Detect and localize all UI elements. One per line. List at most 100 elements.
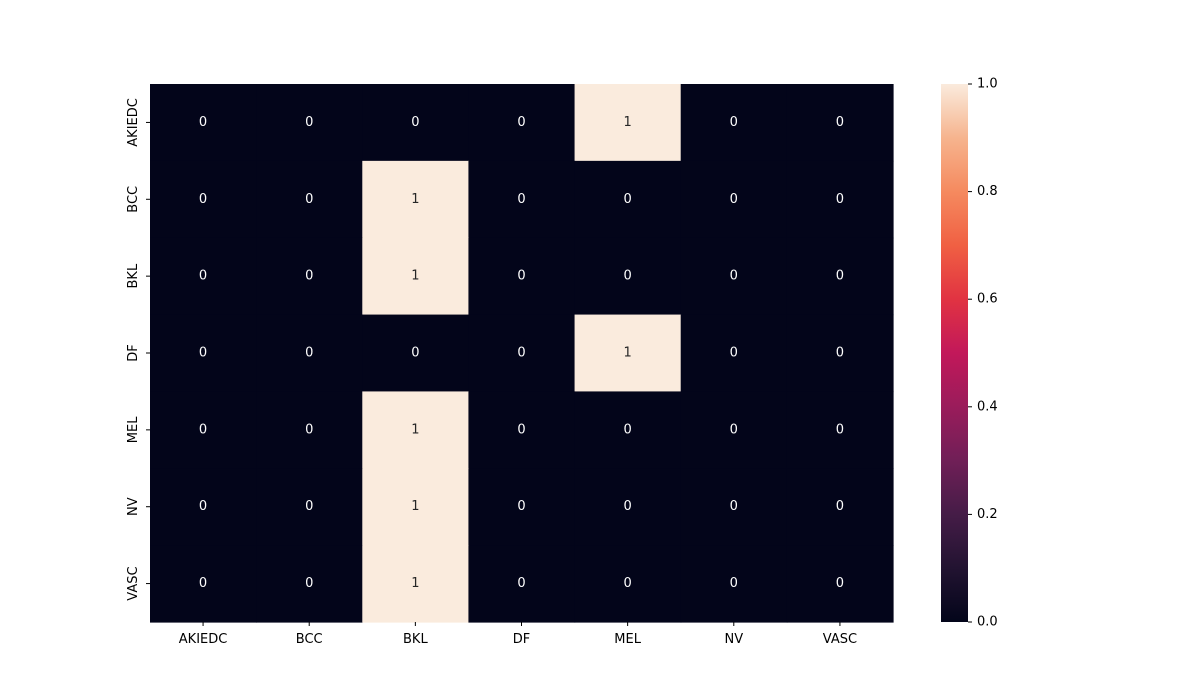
heatmap-cell (574, 237, 682, 316)
cell-value-label: 0 (730, 346, 738, 361)
heatmap-cell (680, 391, 788, 469)
cell-value-label: 0 (623, 576, 631, 591)
heatmap-cell (362, 314, 470, 393)
heatmap-cell (574, 160, 682, 239)
cell-value-label: 0 (730, 269, 738, 284)
cell-value-label: 0 (623, 499, 631, 514)
heatmap-cell (256, 391, 363, 469)
cell-value-label: 0 (730, 192, 738, 207)
heatmap-cell (680, 160, 788, 239)
x-axis: AKIEDC BCC BKL DF MEL NV VASC (179, 622, 857, 647)
cell-value-label: 1 (411, 422, 419, 437)
heatmap-cell (150, 237, 257, 316)
heatmap-cell (256, 160, 363, 239)
y-tick-label: NV (126, 497, 141, 516)
x-tick-label: VASC (823, 632, 857, 647)
heatmap-cell (786, 237, 894, 316)
cell-value-label: 0 (199, 422, 207, 437)
heatmap-cell (574, 314, 682, 393)
heatmap-cell (256, 84, 363, 162)
cell-value-label: 0 (730, 499, 738, 514)
cell-value-label: 0 (836, 346, 844, 361)
heatmap-cell (362, 84, 470, 162)
cell-value-label: 0 (199, 576, 207, 591)
heatmap-cell (574, 468, 682, 546)
cell-value-label: 0 (730, 576, 738, 591)
cell-value-label: 0 (305, 192, 313, 207)
cell-value-label: 0 (411, 346, 419, 361)
cell-value-label: 0 (305, 576, 313, 591)
y-tick-label: AKIEDC (126, 98, 141, 147)
cell-value-label: 0 (305, 422, 313, 437)
cell-value-label: 0 (517, 192, 525, 207)
cell-value-label: 0 (199, 269, 207, 284)
x-tick-label: MEL (614, 632, 641, 647)
cell-value-label: 0 (199, 499, 207, 514)
heatmap-cell (468, 237, 576, 316)
cell-value-label: 0 (305, 269, 313, 284)
x-tick-label: DF (513, 632, 531, 647)
heatmap-cell (150, 545, 257, 623)
heatmap-cell (574, 545, 682, 623)
colorbar-tick-label: 0.2 (977, 507, 998, 522)
cell-value-label: 0 (305, 499, 313, 514)
x-tick-label: AKIEDC (179, 632, 228, 647)
cell-value-label: 0 (730, 422, 738, 437)
heatmap-cell (362, 237, 470, 316)
cell-value-label: 0 (623, 192, 631, 207)
cell-labels: 0 0 0 0 1 0 0 0 0 1 0 0 0 0 0 0 1 0 0 0 0 0 0 0 0 1 0 0 0 0 1 0 0 0 0 0 0 1 0 0… (199, 115, 844, 591)
cell-value-label: 0 (836, 499, 844, 514)
cell-value-label: 0 (836, 192, 844, 207)
heatmap-cell (468, 545, 576, 623)
cell-value-label: 0 (730, 115, 738, 130)
colorbar-gradient (941, 84, 968, 622)
heatmap-cell (680, 84, 788, 162)
cell-value-label: 0 (517, 499, 525, 514)
cell-value-label: 1 (411, 192, 419, 207)
heatmap-cell (574, 391, 682, 469)
cell-value-label: 1 (411, 499, 419, 514)
heatmap-cell (786, 545, 894, 623)
heatmap-cell (786, 391, 894, 469)
cell-value-label: 0 (199, 346, 207, 361)
colorbar-tick-label: 0.0 (977, 615, 998, 630)
cell-value-label: 0 (305, 115, 313, 130)
heatmap-cell (786, 314, 894, 393)
x-tick-label: BKL (403, 632, 428, 647)
heatmap-cell (256, 545, 363, 623)
x-tick-label: BCC (296, 632, 323, 647)
colorbar-tick-label: 0.6 (977, 292, 998, 307)
cell-value-label: 0 (517, 269, 525, 284)
heatmap-cell (362, 545, 470, 623)
heatmap-cell (150, 314, 257, 393)
y-tick-label: BCC (126, 186, 141, 213)
cell-value-label: 0 (836, 269, 844, 284)
cell-value-label: 1 (623, 346, 631, 361)
heatmap-cell (468, 160, 576, 239)
heatmap-cell (680, 468, 788, 546)
heatmap-cell (786, 468, 894, 546)
heatmap-cell (150, 160, 257, 239)
heatmap-cell (362, 468, 470, 546)
heatmap-cell (468, 468, 576, 546)
cell-value-label: 0 (517, 576, 525, 591)
heatmap-cell (150, 468, 257, 546)
colorbar-tick-label: 0.4 (977, 399, 998, 414)
cell-value-label: 0 (836, 422, 844, 437)
cell-value-label: 0 (836, 115, 844, 130)
cell-value-label: 0 (836, 576, 844, 591)
heatmap-cell (680, 314, 788, 393)
cell-value-label: 1 (411, 576, 419, 591)
cell-value-label: 0 (199, 192, 207, 207)
heatmap-cell (680, 237, 788, 316)
cell-value-label: 0 (623, 422, 631, 437)
heatmap-cell (150, 391, 257, 469)
cell-value-label: 1 (623, 115, 631, 130)
heatmap-cell (680, 545, 788, 623)
heatmap-cell (468, 314, 576, 393)
y-tick-label: DF (126, 344, 141, 362)
heatmap-cell (574, 84, 682, 162)
cell-value-label: 0 (623, 269, 631, 284)
colorbar-tick-label: 1.0 (977, 77, 998, 92)
